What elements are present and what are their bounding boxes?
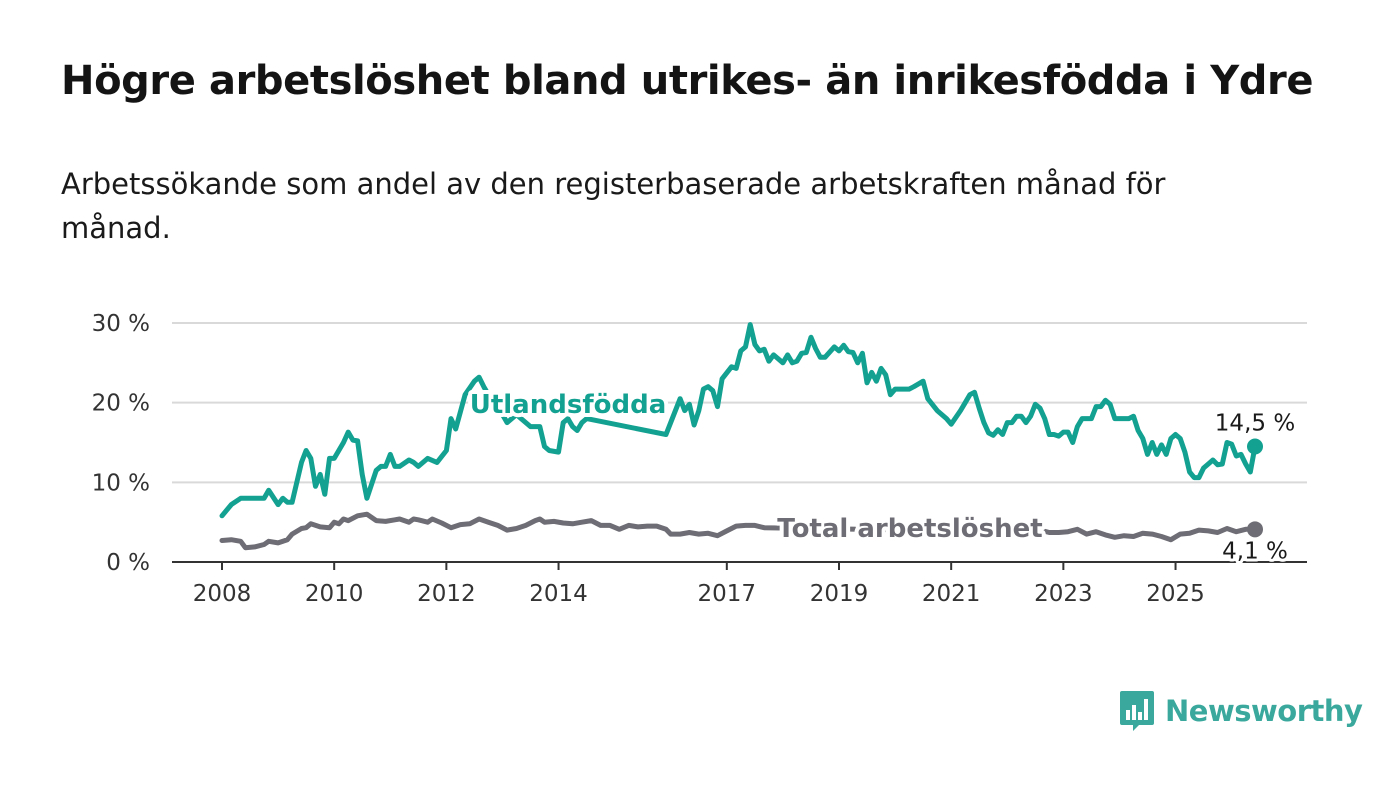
- series-name-label: Total arbetslöshet: [777, 514, 1042, 544]
- x-tick-label: 2012: [417, 581, 476, 607]
- x-tick-label: 2010: [305, 581, 364, 607]
- x-tick-label: 2008: [193, 581, 252, 607]
- y-axis: 0 % 10 % 20 % 30 %: [92, 311, 150, 576]
- y-tick-label: 30 %: [92, 311, 150, 337]
- x-tick-label: 2014: [529, 581, 588, 607]
- chart-title: Högre arbetslöshet bland utrikes- än inr…: [61, 58, 1314, 104]
- series-line-total: [219, 511, 1258, 551]
- newsworthy-logo: Newsworthy: [1119, 690, 1363, 732]
- x-axis: 2008 2010 2012 2014 2017 2019 2021 2023 2025: [172, 561, 1307, 607]
- series-name-label: Utlandsfödda: [470, 390, 667, 420]
- y-tick-label: 10 %: [92, 470, 150, 496]
- x-tick-label: 2017: [698, 581, 757, 607]
- bar-chart-speech-bubble-icon: [1120, 691, 1154, 731]
- series-end-dot: [1247, 521, 1263, 538]
- chart-subtitle: Arbetssökande som andel av den registerb…: [61, 167, 1166, 245]
- logo-text: Newsworthy: [1165, 694, 1363, 728]
- grid-lines: [172, 322, 1307, 484]
- y-tick-label: 0 %: [106, 550, 150, 576]
- series-end-label: 14,5 %: [1215, 410, 1295, 436]
- x-tick-label: 2019: [810, 581, 869, 607]
- x-tick-label: 2023: [1034, 581, 1093, 607]
- x-tick-label: 2021: [922, 581, 981, 607]
- series-end-dot: [1247, 438, 1263, 455]
- y-tick-label: 20 %: [92, 391, 150, 417]
- series-end-label: 4,1 %: [1222, 538, 1288, 564]
- series-lines: [219, 322, 1263, 551]
- series-line-utlandsfodda: [219, 322, 1258, 519]
- x-tick-label: 2025: [1146, 581, 1205, 607]
- series-labels: 14,5 % Utlandsfödda 4,1 % Total arbetslöshe…: [466, 386, 1298, 567]
